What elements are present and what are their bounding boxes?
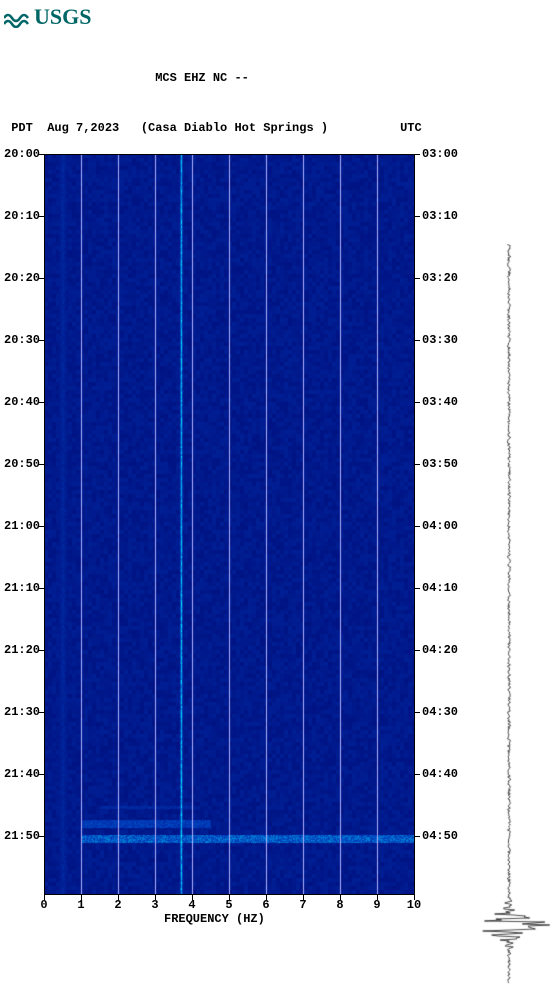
y-right-tick-label: 03:50 xyxy=(422,457,458,471)
y-right-tick-label: 03:20 xyxy=(422,271,458,285)
x-tick-label: 0 xyxy=(40,898,47,912)
header-line-2: PDT Aug 7,2023 (Casa Diablo Hot Springs … xyxy=(4,120,552,137)
y-left-tick-label: 21:40 xyxy=(4,767,40,781)
y-right-tick-label: 04:00 xyxy=(422,519,458,533)
plot-border-right xyxy=(414,154,415,894)
y-left-tick-label: 21:20 xyxy=(4,643,40,657)
main-plot-region: 20:0020:1020:2020:3020:4020:5021:0021:10… xyxy=(4,154,552,944)
y-right-tick-label: 04:50 xyxy=(422,829,458,843)
y-left-tick-label: 21:50 xyxy=(4,829,40,843)
y-left-tick-label: 20:30 xyxy=(4,333,40,347)
plot-border-top xyxy=(44,154,414,155)
y-left-tick-label: 20:50 xyxy=(4,457,40,471)
logo-text: USGS xyxy=(34,4,91,30)
plot-border-bottom xyxy=(44,894,414,895)
y-right-tick-label: 04:30 xyxy=(422,705,458,719)
y-left-tick-label: 20:10 xyxy=(4,209,40,223)
y-left-tick-label: 21:00 xyxy=(4,519,40,533)
y-right-tick-label: 03:30 xyxy=(422,333,458,347)
usgs-logo: USGS xyxy=(4,4,552,30)
x-tick xyxy=(414,894,415,900)
header-line-1: MCS EHZ NC -- xyxy=(4,70,552,87)
usgs-wave-icon xyxy=(4,6,30,28)
y-left-tick-label: 20:40 xyxy=(4,395,40,409)
y-left-tick-label: 21:30 xyxy=(4,705,40,719)
x-axis-title: FREQUENCY (HZ) xyxy=(164,912,265,926)
y-right-tick-label: 03:00 xyxy=(422,147,458,161)
y-left-tick-label: 20:00 xyxy=(4,147,40,161)
x-tick-label: 8 xyxy=(336,898,343,912)
spectrogram-canvas xyxy=(44,154,414,894)
waveform-canvas xyxy=(464,244,552,984)
y-right-tick-label: 04:20 xyxy=(422,643,458,657)
x-tick-label: 4 xyxy=(188,898,195,912)
x-tick-label: 3 xyxy=(151,898,158,912)
x-tick-label: 10 xyxy=(407,898,421,912)
x-tick-label: 9 xyxy=(373,898,380,912)
plot-border-left xyxy=(44,154,45,894)
y-left-tick-label: 20:20 xyxy=(4,271,40,285)
spectrogram-plot xyxy=(44,154,414,894)
y-left-tick-label: 21:10 xyxy=(4,581,40,595)
x-tick-label: 7 xyxy=(299,898,306,912)
x-tick-label: 6 xyxy=(262,898,269,912)
x-tick-label: 2 xyxy=(114,898,121,912)
x-tick-label: 1 xyxy=(77,898,84,912)
y-right-tick-label: 03:10 xyxy=(422,209,458,223)
y-right-tick-label: 04:10 xyxy=(422,581,458,595)
x-tick-label: 5 xyxy=(225,898,232,912)
y-right-tick-label: 03:40 xyxy=(422,395,458,409)
chart-header: MCS EHZ NC -- PDT Aug 7,2023 (Casa Diabl… xyxy=(4,36,552,154)
y-right-tick-label: 04:40 xyxy=(422,767,458,781)
